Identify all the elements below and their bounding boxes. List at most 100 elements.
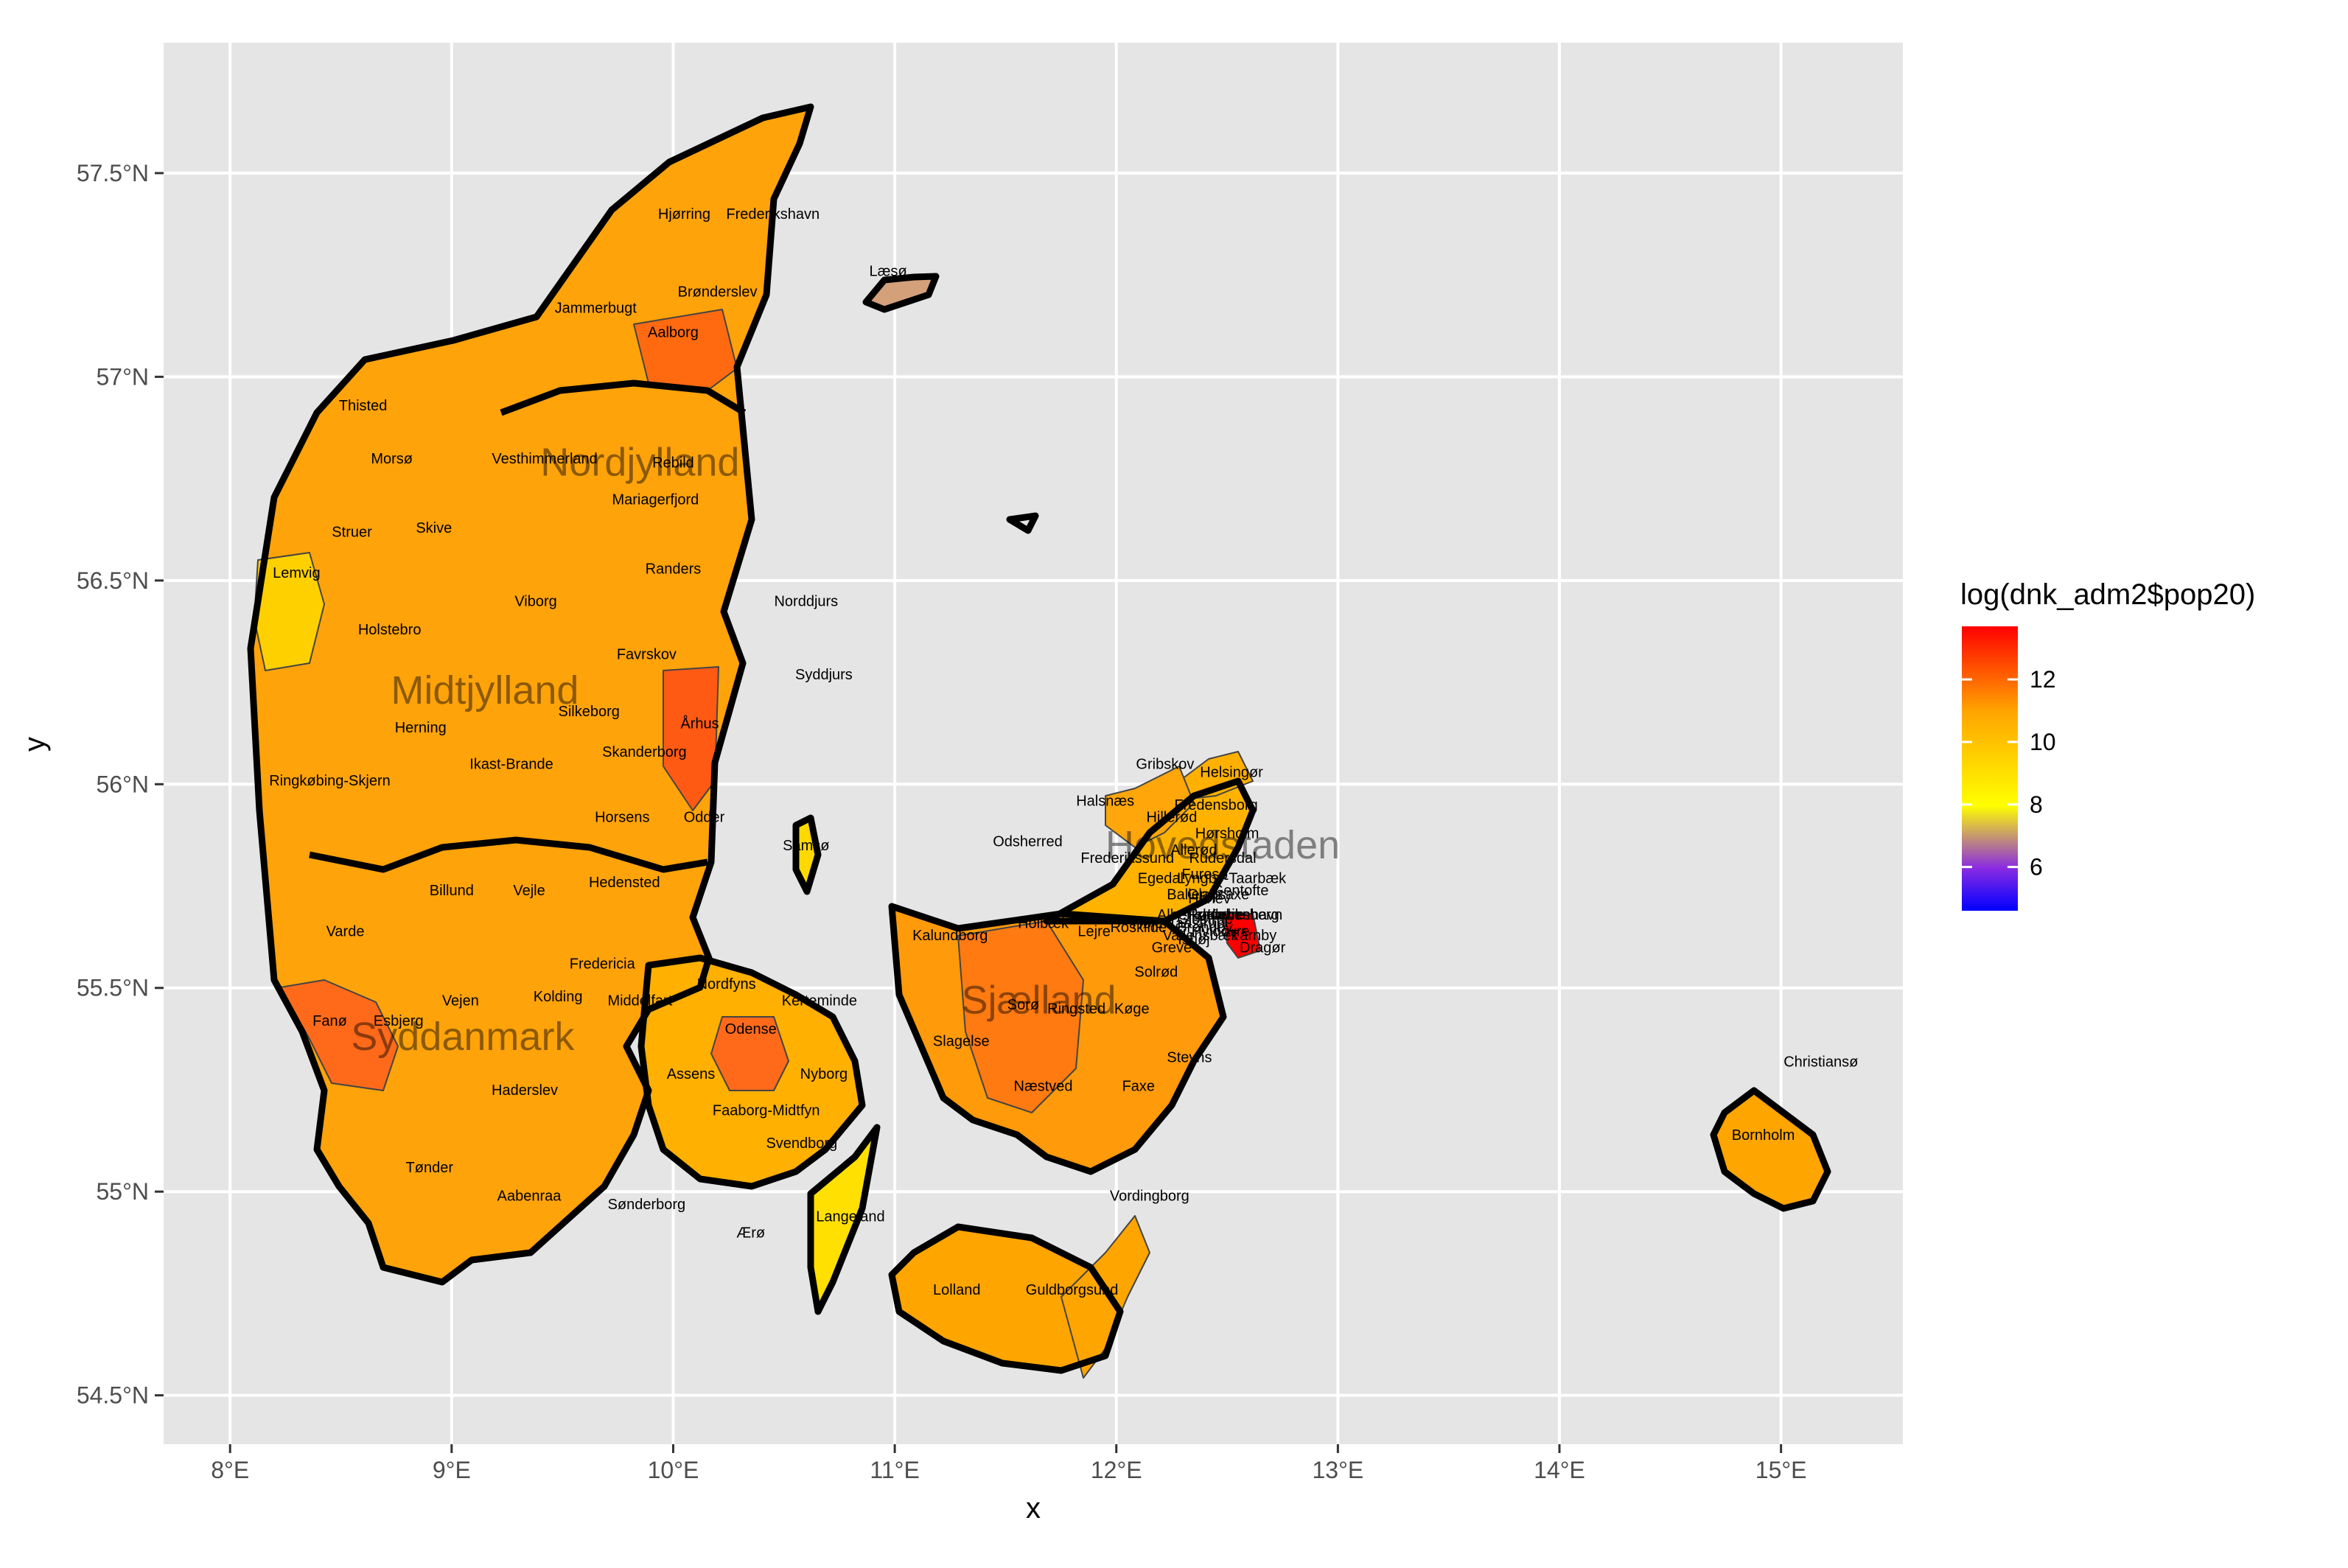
y-tick-label: 57°N (97, 363, 150, 390)
anholt-outline (1006, 512, 1039, 534)
municipality-label: Hedensted (589, 875, 660, 891)
municipality-label: Sorø (1007, 997, 1039, 1013)
municipality-label: Ringkøbing-Skjern (269, 773, 391, 789)
municipality-label: Nordfyns (697, 976, 756, 993)
region-border (309, 836, 708, 873)
municipality-label: Guldborgsund (1026, 1282, 1119, 1298)
municipality-label: Odder (684, 810, 725, 826)
jutland-outline (247, 103, 814, 1286)
municipality-label: Frederikshavn (726, 206, 820, 223)
municipality-label: Vejle (513, 883, 545, 899)
y-tick-label: 57.5°N (77, 160, 149, 186)
municipality-area (279, 979, 399, 1091)
municipality-area (957, 920, 1084, 1113)
municipality-label: Århus (680, 715, 719, 732)
municipality-label: Køge (1114, 1001, 1150, 1017)
region-labels: Nordjylland Midtjylland Syddanmark Sjælland… (351, 440, 1340, 1059)
funen-outline (637, 954, 866, 1190)
municipality-label: Brønderslev (678, 284, 758, 300)
municipality-label: Bornholm (1732, 1127, 1795, 1144)
municipality-label: Hvidovre (1192, 923, 1250, 939)
x-tick-label: 10°E (648, 1457, 699, 1483)
y-tick-label: 55°N (97, 1178, 150, 1205)
y-axis: 54.5°N 55°N 55.5°N 56°N 56.5°N 57°N 57.5°N (77, 160, 164, 1409)
y-tick-label: 55.5°N (77, 975, 149, 1001)
municipality-area (663, 666, 719, 811)
municipality-labels: Hjørring Frederikshavn Læsø Brønderslev Jamm… (269, 206, 1858, 1298)
municipality-label: Vallensbæk (1162, 928, 1239, 944)
municipality-label: Greve (1152, 939, 1192, 956)
municipality-label: Tønder (406, 1160, 454, 1176)
municipality-label: Gentofte (1212, 883, 1269, 899)
municipality-label: Høje-Taastrup (1132, 915, 1225, 931)
region-label: Hovedstaden (1105, 823, 1340, 867)
municipality-label: Thisted (339, 398, 388, 414)
municipality-label: Sønderborg (608, 1197, 686, 1213)
municipality-label: Randers (646, 561, 702, 577)
region-outlines (247, 103, 1831, 1374)
municipality-label: Kalundborg (912, 928, 988, 944)
municipality-label: Mariagerfjord (612, 491, 699, 508)
municipality-label: Holstebro (358, 622, 422, 638)
municipality-label: København (1207, 907, 1282, 923)
municipality-label: Skanderborg (602, 744, 687, 760)
municipality-label: Hillerød (1146, 810, 1197, 826)
municipality-label: Læsø (870, 264, 907, 280)
municipality-label: Frederikssund (1080, 850, 1174, 867)
legend-ticks: 6 8 10 12 (1962, 666, 2056, 881)
legend-colorbar (1962, 626, 2018, 911)
municipality-area (633, 309, 738, 391)
municipality-label: Fanø (312, 1013, 347, 1029)
municipality-label: Fredensborg (1174, 797, 1257, 813)
municipality-label: Ærø (736, 1225, 765, 1241)
x-tick-label: 14°E (1534, 1457, 1585, 1483)
municipality-label: Holbæk (1018, 915, 1069, 931)
municipality-label: Hjørring (658, 206, 710, 223)
legend-break-label: 8 (2030, 791, 2043, 818)
x-tick-label: 13°E (1313, 1457, 1364, 1483)
municipality-label: Kolding (534, 989, 583, 1005)
bornholm-outline (1710, 1087, 1831, 1212)
municipality-label: Halsnæs (1076, 793, 1134, 809)
legend-title: log(dnk_adm2$pop20) (1960, 578, 2255, 611)
municipality-label: Jammerbugt (555, 300, 637, 316)
municipality-label: Kerteminde (782, 993, 857, 1009)
municipality-label: Esbjerg (374, 1013, 424, 1029)
x-tick-label: 11°E (870, 1457, 919, 1483)
y-axis-title: y (18, 737, 51, 752)
municipality-label: Varde (326, 923, 365, 939)
municipality-label: Assens (667, 1066, 716, 1082)
municipality-label: Vejen (442, 993, 479, 1009)
municipality-label: Viborg (514, 593, 556, 609)
municipality-label: Ishøj (1178, 931, 1209, 948)
municipality-label: Haderslev (492, 1082, 558, 1099)
municipality-label: Glostrup (1177, 911, 1233, 928)
lolland-falster-outline (888, 1223, 1124, 1374)
municipality-label: Struer (332, 524, 372, 540)
municipality-label: Dragør (1240, 939, 1286, 956)
region-label: Nordjylland (540, 440, 739, 484)
municipality-label: Tårnby (1231, 928, 1276, 944)
municipality-area (710, 1016, 789, 1091)
municipality-label: Vordingborg (1110, 1189, 1189, 1205)
municipality-label: Horsens (595, 810, 649, 826)
region-label: Midtjylland (391, 668, 579, 713)
municipality-label: Middelfart (607, 993, 672, 1009)
municipality-label: Lyngby-Taarbæk (1177, 870, 1287, 886)
municipality-label: Lemvig (273, 565, 320, 581)
legend: log(dnk_adm2$pop20) 6 8 10 12 (1960, 578, 2255, 911)
municipality-label: Allerød (1170, 842, 1217, 858)
municipality-label: Aabenraa (497, 1189, 562, 1205)
municipality-label: Nyborg (800, 1066, 848, 1082)
municipality-label: Rødovre (1188, 907, 1245, 923)
map-layer: Nordjylland Midtjylland Syddanmark Sjælland… (247, 103, 1858, 1379)
municipality-label: Norddjurs (774, 593, 838, 609)
municipality-label: Albertslund (1157, 907, 1231, 923)
municipality-label: Ringsted (1047, 1001, 1105, 1017)
y-tick-label: 56.5°N (77, 567, 149, 594)
municipality-label: Lejre (1077, 923, 1110, 939)
municipality-label: Christiansø (1783, 1054, 1858, 1070)
x-tick-label: 12°E (1091, 1457, 1142, 1483)
municipality-label: Solrød (1134, 965, 1178, 981)
